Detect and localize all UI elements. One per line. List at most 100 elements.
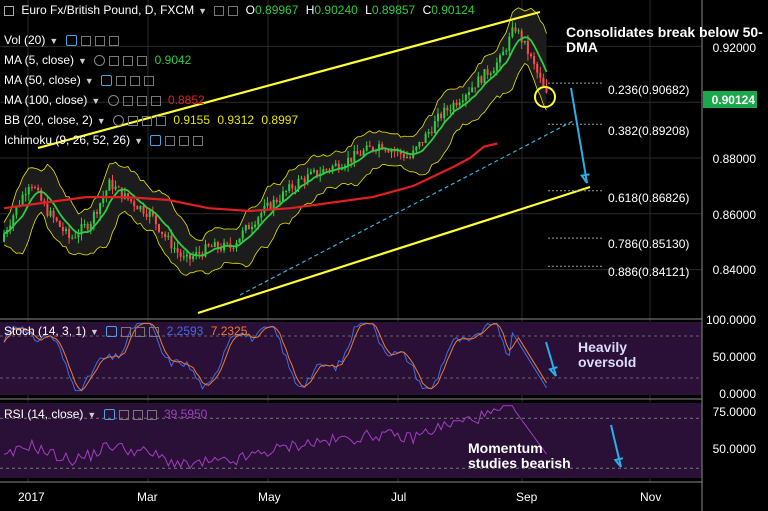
candle-body — [195, 252, 198, 257]
annotation-stoch: Heavily oversold — [578, 339, 637, 370]
indicator-row-ma100[interactable]: MA (100, close) ▼ 0.8852 — [4, 93, 209, 108]
indicator-row-ma50[interactable]: MA (50, close) ▼ — [4, 73, 158, 88]
candle-body — [545, 86, 548, 93]
candle-body — [446, 107, 449, 111]
low-label: L — [365, 3, 372, 17]
x-axis-tick: May — [258, 490, 281, 504]
chevron-down-icon[interactable]: ▼ — [91, 96, 101, 106]
chevron-down-icon[interactable]: ▼ — [84, 76, 94, 86]
settings-icon[interactable] — [118, 409, 129, 420]
candle-body — [536, 63, 539, 73]
symbol-header[interactable]: Euro Fx/British Pound, D, FXCM ▼ O0.89967… — [4, 3, 479, 18]
gear-icon[interactable] — [100, 75, 112, 87]
chevron-down-icon[interactable]: ▼ — [90, 327, 99, 337]
candle-body — [474, 87, 477, 89]
settings-icon[interactable] — [165, 135, 176, 146]
gear-icon[interactable] — [150, 135, 162, 147]
indicator-row-bb[interactable]: BB (20, close, 2) ▼ 0.9155 0.9312 0.8997 — [4, 113, 302, 128]
eye-icon[interactable] — [107, 95, 119, 107]
add-icon[interactable] — [132, 409, 143, 420]
indicator-row-vol[interactable]: Vol (20) ▼ — [4, 33, 123, 48]
annotation-arrows — [545, 87, 624, 468]
candle-body — [313, 170, 315, 172]
gear-icon[interactable] — [103, 409, 115, 421]
fibonacci-lines — [548, 82, 604, 267]
arrow-head — [613, 457, 624, 468]
candle-body — [480, 76, 483, 84]
close-icon[interactable] — [146, 409, 157, 420]
rsi-header[interactable]: RSI (14, close) ▼ 39.5950 — [4, 407, 211, 422]
close-icon[interactable] — [143, 75, 154, 86]
eye-icon[interactable] — [228, 5, 239, 16]
candle-body — [213, 242, 216, 247]
candle-body — [399, 150, 402, 155]
chevron-down-icon[interactable]: ▼ — [78, 56, 87, 66]
stoch-axis-tick: 100.0000 — [705, 313, 756, 327]
candle-body — [514, 27, 517, 32]
add-icon[interactable] — [179, 135, 190, 146]
candle-body — [489, 73, 492, 75]
indicator-row-ichimoku[interactable]: Ichimoku (9, 26, 52, 26) ▼ — [4, 133, 207, 148]
add-icon[interactable] — [94, 35, 105, 46]
eye-icon[interactable] — [94, 55, 106, 67]
candle-body — [96, 211, 98, 215]
settings-icon[interactable] — [214, 5, 225, 16]
settings-icon[interactable] — [109, 55, 120, 66]
chevron-down-icon[interactable]: ▼ — [87, 410, 97, 420]
stoch-d-line — [3, 322, 547, 392]
candle-body — [3, 233, 5, 242]
candle-body — [182, 256, 185, 258]
settings-icon[interactable] — [122, 95, 133, 106]
chevron-down-icon[interactable]: ▼ — [49, 36, 59, 46]
settings-icon[interactable] — [127, 115, 138, 126]
settings-icon[interactable] — [80, 35, 91, 46]
settings-icon[interactable] — [121, 326, 132, 337]
close-icon[interactable] — [155, 115, 166, 126]
add-icon[interactable] — [123, 55, 134, 66]
settings-icon[interactable] — [115, 75, 126, 86]
candle-body — [158, 224, 160, 232]
add-icon[interactable] — [141, 115, 152, 126]
candle-body — [145, 213, 148, 218]
candle-body — [55, 217, 58, 221]
candle-body — [120, 187, 123, 199]
gear-icon[interactable] — [65, 35, 77, 47]
indicator-row-ma5[interactable]: MA (5, close) ▼ 0.9042 — [4, 53, 195, 68]
chevron-down-icon[interactable]: ▼ — [134, 136, 143, 146]
candle-body — [226, 242, 229, 244]
price-axis-tick: 0.92000 — [712, 41, 756, 55]
candle-body — [139, 205, 142, 210]
gear-icon[interactable] — [106, 326, 118, 338]
candle-body — [362, 150, 365, 156]
add-icon[interactable] — [135, 326, 146, 337]
trend-channel — [37, 10, 591, 315]
candle-body — [185, 254, 188, 257]
chevron-down-icon[interactable]: ▼ — [198, 6, 207, 16]
close-icon[interactable] — [108, 35, 119, 46]
add-icon[interactable] — [136, 95, 147, 106]
candle-body — [406, 157, 408, 159]
stoch-k-line — [3, 322, 547, 392]
candle-body — [68, 228, 71, 238]
close-icon[interactable] — [137, 55, 148, 66]
collapse-icon[interactable] — [4, 5, 14, 16]
chevron-down-icon[interactable]: ▼ — [96, 116, 106, 126]
candle-body — [458, 102, 461, 106]
channel-lower — [197, 185, 591, 315]
add-icon[interactable] — [129, 75, 140, 86]
candle-body — [449, 110, 452, 112]
x-axis-tick: Sep — [516, 490, 538, 504]
candle-body — [396, 150, 399, 152]
close-icon[interactable] — [150, 95, 161, 106]
candle-body — [192, 256, 195, 260]
candle-body — [499, 55, 501, 63]
stoch-header[interactable]: Stoch (14, 3, 1) ▼ 2.2593 7.2325 — [4, 324, 251, 339]
candle-body — [61, 226, 64, 232]
indicator-label: MA (50, close) — [4, 73, 81, 87]
close-icon[interactable] — [193, 135, 204, 146]
candle-body — [334, 163, 337, 166]
x-axis-tick: Nov — [640, 490, 662, 504]
fib-label: 0.786(0.85130) — [608, 237, 690, 251]
eye-icon[interactable] — [112, 115, 124, 127]
close-icon[interactable] — [149, 326, 160, 337]
